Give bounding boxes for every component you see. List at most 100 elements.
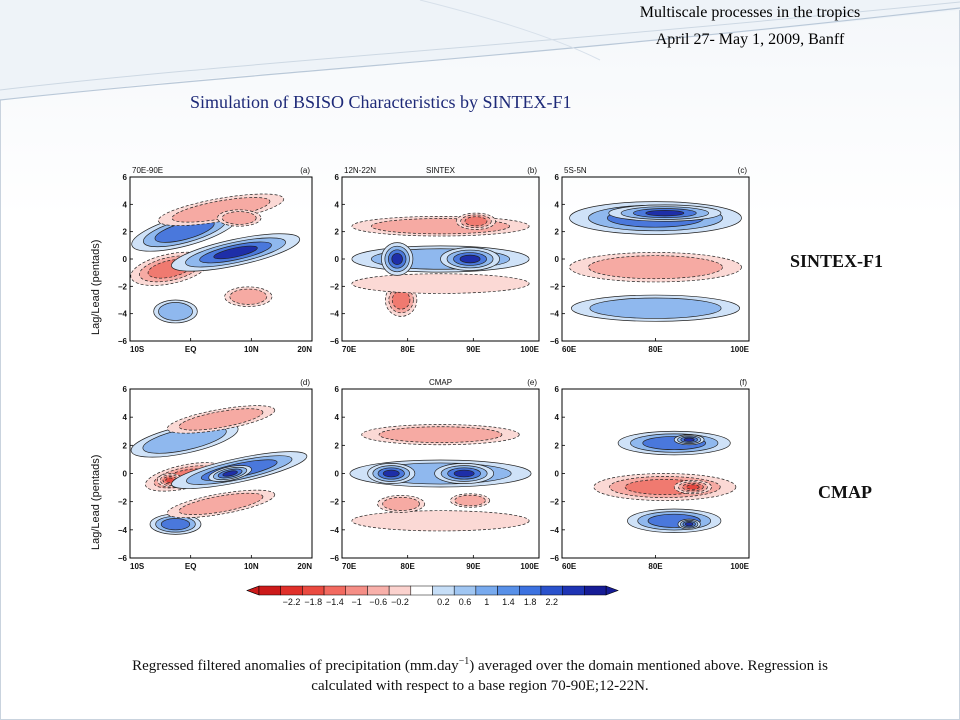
y-tick-label: 4	[335, 413, 340, 422]
row-label-cmap: CMAP	[818, 482, 872, 502]
y-tick-label: −4	[550, 310, 560, 319]
colorbar-swatch	[367, 585, 390, 596]
x-tick-label: 90E	[466, 562, 481, 571]
x-tick-label: 20N	[297, 562, 312, 571]
y-tick-label: 6	[555, 173, 560, 182]
panel-region-label: 70E-90E	[132, 166, 163, 175]
panel-source-label: SINTEX	[426, 166, 456, 175]
y-tick-label: −4	[118, 310, 128, 319]
field-shading-a	[130, 193, 301, 324]
header-conference-date: April 27- May 1, 2009, Banff	[655, 31, 845, 48]
panel-tag: (a)	[300, 166, 310, 175]
x-tick-label: 100E	[730, 345, 749, 354]
y-tick-label: 2	[335, 228, 340, 237]
y-tick-label: 0	[555, 255, 560, 264]
colorbar-label: 2.2	[546, 597, 559, 607]
y-tick-label: −6	[550, 337, 560, 346]
y-tick-label: 2	[555, 441, 560, 450]
y-tick-label: 4	[555, 413, 560, 422]
colorbar-label: −1	[351, 597, 361, 607]
colorbar-swatch	[432, 585, 455, 596]
field-shading-d	[130, 405, 308, 535]
y-tick-label: −6	[118, 554, 128, 563]
colorbar-swatch	[302, 585, 325, 596]
colorbar-label: 1.8	[524, 597, 537, 607]
x-tick-label: 80E	[648, 562, 663, 571]
header-swoosh-decoration	[0, 0, 960, 101]
colorbar-label: −0.2	[391, 597, 409, 607]
panel-tag: (d)	[300, 378, 310, 387]
colorbar-arrow-right	[605, 585, 619, 596]
colorbar-label: 1.4	[502, 597, 515, 607]
y-tick-label: −2	[118, 498, 128, 507]
panel-tag: (f)	[739, 378, 747, 387]
colorbar-label: −1.8	[304, 597, 322, 607]
y-axis-title-top: Lag/Lead (pentads)	[90, 239, 102, 335]
y-tick-label: 4	[335, 200, 340, 209]
y-tick-label: 0	[123, 470, 128, 479]
y-tick-label: 6	[123, 385, 128, 394]
y-tick-label: 2	[555, 228, 560, 237]
caption-text-part1: Regressed filtered anomalies of precipit…	[132, 658, 459, 674]
y-tick-label: −6	[330, 337, 340, 346]
y-tick-label: 6	[335, 385, 340, 394]
colorbar-swatch	[280, 585, 303, 596]
y-tick-label: −6	[330, 554, 340, 563]
y-tick-label: 2	[123, 441, 128, 450]
y-tick-label: 0	[335, 255, 340, 264]
panel-tag: (c)	[738, 166, 748, 175]
colorbar-swatch	[497, 585, 520, 596]
panel-tag: (b)	[527, 166, 537, 175]
x-tick-label: 70E	[342, 345, 357, 354]
x-tick-label: 100E	[520, 562, 539, 571]
panel-region-label: 5S-5N	[564, 166, 587, 175]
x-tick-label: 60E	[562, 562, 577, 571]
x-tick-label: EQ	[185, 562, 197, 571]
y-tick-label: 2	[123, 228, 128, 237]
y-tick-label: −2	[330, 498, 340, 507]
colorbar-swatch	[540, 585, 563, 596]
y-tick-label: 6	[123, 173, 128, 182]
x-tick-label: 20N	[297, 345, 312, 354]
y-tick-label: 2	[335, 441, 340, 450]
colorbar-label: 1	[484, 597, 489, 607]
y-tick-label: −4	[330, 526, 340, 535]
x-tick-label: 80E	[401, 345, 416, 354]
y-tick-label: −2	[550, 282, 560, 291]
figure-caption: Regressed filtered anomalies of precipit…	[20, 652, 940, 696]
colorbar-swatch	[345, 585, 368, 596]
colorbar-label: −1.4	[326, 597, 344, 607]
x-tick-label: 90E	[466, 345, 481, 354]
x-tick-label: 10N	[244, 345, 259, 354]
x-tick-label: 10N	[244, 562, 259, 571]
x-tick-label: 70E	[342, 562, 357, 571]
header-conference-name: Multiscale processes in the tropics	[639, 4, 861, 21]
x-tick-label: 100E	[520, 345, 539, 354]
y-tick-label: 4	[555, 200, 560, 209]
x-tick-label: 10S	[130, 345, 145, 354]
panel-frame	[561, 388, 750, 559]
y-tick-label: −2	[118, 282, 128, 291]
x-tick-label: 100E	[730, 562, 749, 571]
y-tick-label: −2	[550, 498, 560, 507]
colorbar-arrow-left	[246, 585, 260, 596]
panel-source-label: CMAP	[429, 378, 452, 387]
y-tick-label: −4	[330, 310, 340, 319]
y-tick-label: 0	[123, 255, 128, 264]
caption-text-line2: calculated with respect to a base region…	[311, 678, 649, 694]
colorbar-swatch	[323, 585, 346, 596]
x-tick-label: EQ	[185, 345, 197, 354]
field-shading-f	[593, 430, 737, 534]
colorbar-label: −0.6	[369, 597, 387, 607]
y-tick-label: −2	[330, 282, 340, 291]
panel-tag: (e)	[527, 378, 537, 387]
colorbar-swatch	[562, 585, 585, 596]
y-tick-label: 4	[123, 413, 128, 422]
caption-superscript: −1	[458, 656, 470, 667]
colorbar-swatch	[388, 585, 412, 596]
y-tick-label: 6	[335, 173, 340, 182]
field-shading-b	[351, 212, 530, 317]
